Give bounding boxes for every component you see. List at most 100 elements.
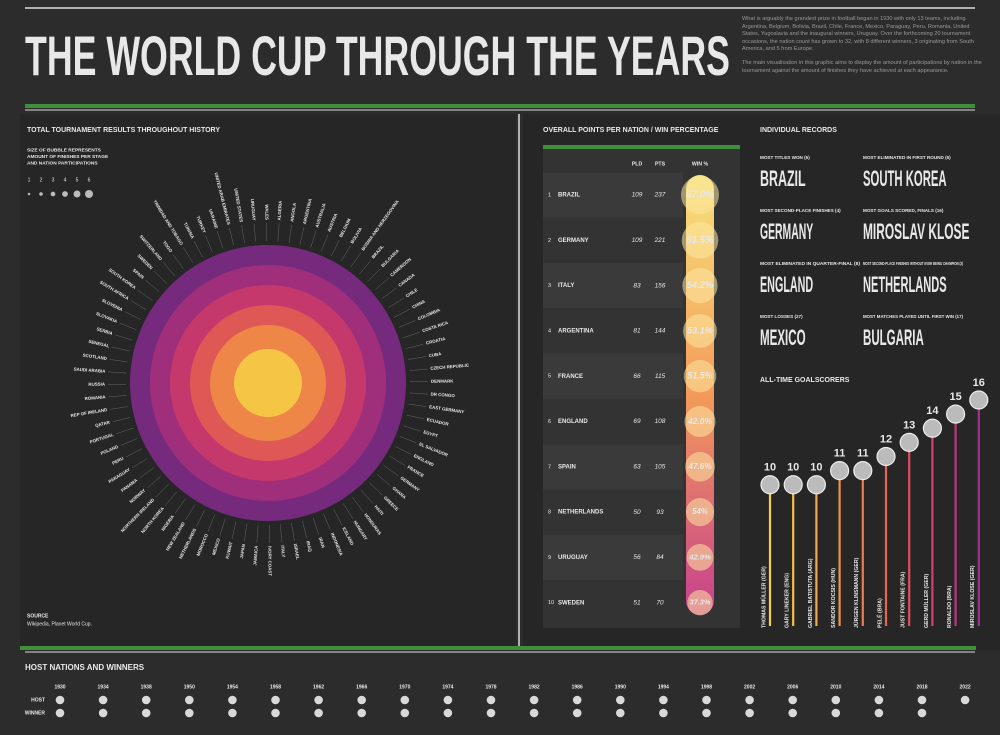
spoke xyxy=(375,277,389,290)
pts: 237 xyxy=(654,192,666,199)
year: 1962 xyxy=(313,684,324,690)
winner-flag xyxy=(745,708,754,718)
host-flag xyxy=(831,695,841,705)
year: 1982 xyxy=(529,684,540,690)
pts: 108 xyxy=(655,418,666,425)
spoke xyxy=(125,448,143,458)
nation-label: UNITED STATES xyxy=(233,188,244,223)
year: 1978 xyxy=(485,684,496,690)
record-label: MOST LOSSES (27) xyxy=(760,314,803,319)
nation-label: QATAR xyxy=(95,419,112,428)
nation-label: ALGERIA xyxy=(277,200,283,221)
year: 2002 xyxy=(744,684,755,690)
host-flag xyxy=(788,695,797,705)
spoke xyxy=(405,344,424,349)
nation-label: DR CONGO xyxy=(430,392,455,399)
year: 2010 xyxy=(830,684,841,690)
year: 1950 xyxy=(184,684,195,690)
win-bubble xyxy=(687,590,713,616)
spoke xyxy=(359,260,371,275)
winner-flag xyxy=(98,708,108,718)
spoke xyxy=(219,518,226,536)
spoke xyxy=(403,425,421,432)
win-pct: 51.5% xyxy=(688,371,713,381)
host-flag xyxy=(529,695,539,705)
spoke xyxy=(409,392,428,395)
value-label: 10 xyxy=(764,462,776,474)
legend-size-label: 5 xyxy=(76,177,79,183)
rank: 4 xyxy=(548,328,551,334)
spoke xyxy=(165,491,177,506)
head xyxy=(876,446,896,467)
pts: 70 xyxy=(656,599,664,606)
win-bubble xyxy=(683,360,717,393)
nation-label: CUBA xyxy=(428,351,442,358)
record-value: GERMANY xyxy=(760,219,813,244)
spoke xyxy=(312,517,319,535)
host-flag xyxy=(357,695,367,705)
year: 1990 xyxy=(615,684,626,690)
win-pct: 54% xyxy=(692,507,708,516)
record-value: BULGARIA xyxy=(863,325,924,350)
head xyxy=(922,418,943,438)
nation: ITALY xyxy=(558,283,574,289)
pld: 109 xyxy=(632,192,643,199)
nation-label: IRAQ xyxy=(305,540,313,552)
spoke xyxy=(132,458,148,468)
nation: FRANCE xyxy=(558,374,583,380)
value-label: 13 xyxy=(903,419,915,431)
winner-flag xyxy=(228,708,237,718)
spoke xyxy=(382,287,397,299)
pts: 144 xyxy=(655,328,666,335)
nation: NETHERLANDS xyxy=(558,510,603,516)
legend-title: AMOUNT OF FINISHES PER STAGE xyxy=(27,154,109,160)
nation-label: CZECH REPUBLIC xyxy=(430,363,470,371)
grass-strip xyxy=(543,145,740,149)
spoke xyxy=(288,224,292,243)
pld: 66 xyxy=(633,373,641,380)
column-header: WIN % xyxy=(692,161,709,167)
nation: SWEDEN xyxy=(558,600,584,606)
spoke xyxy=(229,227,234,246)
host-flag xyxy=(55,695,65,705)
nation-label: REP OF IRELAND xyxy=(70,407,107,418)
rank: 1 xyxy=(548,192,551,198)
value-label: 10 xyxy=(810,462,822,474)
spoke xyxy=(108,371,127,374)
value-label: 10 xyxy=(787,462,799,474)
record-value: ENGLAND xyxy=(760,272,813,297)
win-bubble xyxy=(681,222,719,259)
year: 1974 xyxy=(442,684,453,690)
nation-label: SENEGAL xyxy=(88,339,110,349)
win-bubble xyxy=(683,314,717,348)
spoke xyxy=(389,455,406,466)
host-flag xyxy=(572,695,582,705)
host-flag xyxy=(98,695,108,705)
scorer-name: JÜRGEN KLINSMANN (GER) xyxy=(853,557,860,628)
winner-flag xyxy=(702,708,711,718)
spoke xyxy=(130,300,147,311)
nation-label: CROATIA xyxy=(425,336,446,346)
value-label: 16 xyxy=(973,377,985,389)
winner-flag xyxy=(874,708,884,718)
host-flag xyxy=(702,695,711,705)
scorer-name: GABRIEL BATISTUTA (ARG) xyxy=(808,558,814,628)
rank: 8 xyxy=(548,510,551,516)
spoke xyxy=(280,524,283,543)
column-header: PTS xyxy=(655,161,666,167)
table-title: OVERALL POINTS PER NATION / WIN PERCENTA… xyxy=(543,127,719,134)
pld: 63 xyxy=(633,464,641,471)
spoke xyxy=(323,513,331,531)
head xyxy=(760,475,780,495)
spoke xyxy=(402,332,420,339)
legend-bubble xyxy=(27,192,31,196)
rank: 7 xyxy=(548,464,551,470)
pld: 50 xyxy=(633,509,641,516)
nation-label: PERU xyxy=(111,456,124,466)
nation-label: DENMARK xyxy=(431,379,454,384)
description: What is arguably the grandest prize in f… xyxy=(742,16,982,81)
host-flag xyxy=(960,695,970,705)
spoke xyxy=(383,465,399,477)
nation-label: SERBIA xyxy=(96,326,114,336)
